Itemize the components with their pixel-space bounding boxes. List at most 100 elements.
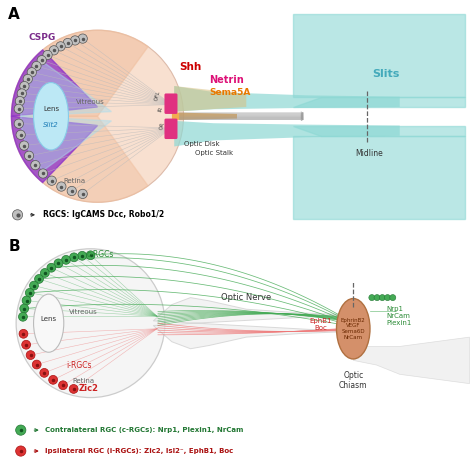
Ellipse shape — [27, 67, 36, 77]
Ellipse shape — [23, 74, 32, 84]
Polygon shape — [11, 30, 148, 116]
Text: IR: IR — [157, 106, 164, 113]
Ellipse shape — [31, 160, 40, 170]
Text: A: A — [8, 7, 20, 22]
Polygon shape — [293, 136, 465, 219]
Text: Optic
Chiasm: Optic Chiasm — [339, 371, 367, 390]
Ellipse shape — [70, 253, 78, 262]
Ellipse shape — [47, 176, 56, 186]
Text: Optic Disk: Optic Disk — [183, 141, 219, 147]
Ellipse shape — [390, 295, 396, 301]
Text: CSPG: CSPG — [28, 33, 55, 42]
Text: Lens: Lens — [43, 106, 59, 112]
Text: Slit2: Slit2 — [43, 122, 59, 127]
Ellipse shape — [34, 294, 64, 352]
Ellipse shape — [22, 340, 30, 349]
Text: B: B — [8, 239, 20, 254]
Polygon shape — [11, 116, 148, 202]
Ellipse shape — [38, 169, 47, 178]
Text: OR: OR — [159, 121, 166, 130]
Ellipse shape — [11, 30, 183, 202]
Polygon shape — [11, 50, 98, 116]
Ellipse shape — [29, 281, 38, 290]
Ellipse shape — [43, 50, 52, 60]
Ellipse shape — [35, 274, 44, 283]
Ellipse shape — [78, 34, 87, 43]
Ellipse shape — [379, 295, 385, 301]
Ellipse shape — [22, 296, 31, 305]
FancyBboxPatch shape — [164, 119, 177, 139]
Ellipse shape — [40, 269, 49, 278]
Ellipse shape — [69, 385, 78, 393]
Ellipse shape — [49, 46, 58, 55]
Text: i-RGCs: i-RGCs — [66, 360, 91, 370]
Ellipse shape — [19, 329, 28, 338]
Text: Lens: Lens — [41, 316, 57, 321]
Ellipse shape — [40, 368, 49, 377]
Text: EphrinB2
VEGF
Sema6D
NrCam: EphrinB2 VEGF Sema6D NrCam — [341, 318, 365, 340]
Ellipse shape — [62, 255, 71, 264]
Text: Zic2: Zic2 — [78, 384, 98, 393]
Ellipse shape — [26, 288, 34, 297]
Polygon shape — [174, 86, 400, 112]
Ellipse shape — [16, 130, 25, 140]
Polygon shape — [293, 126, 465, 136]
Text: Retina: Retina — [73, 379, 95, 384]
Ellipse shape — [18, 312, 27, 321]
Ellipse shape — [17, 89, 27, 98]
Polygon shape — [172, 113, 237, 120]
Text: Midline: Midline — [356, 149, 383, 158]
Polygon shape — [153, 298, 348, 349]
Ellipse shape — [78, 252, 87, 260]
Text: Slits: Slits — [372, 69, 400, 80]
Ellipse shape — [37, 56, 46, 65]
Ellipse shape — [16, 249, 165, 398]
FancyBboxPatch shape — [164, 93, 177, 114]
Text: Nrp1
NrCam
Plexin1: Nrp1 NrCam Plexin1 — [387, 306, 412, 326]
Polygon shape — [353, 337, 470, 384]
Ellipse shape — [47, 263, 56, 272]
Polygon shape — [174, 86, 246, 112]
Ellipse shape — [374, 295, 380, 301]
Text: c-RGCs: c-RGCs — [86, 250, 113, 259]
Ellipse shape — [56, 42, 65, 51]
Polygon shape — [293, 97, 465, 107]
Ellipse shape — [20, 81, 29, 91]
Ellipse shape — [26, 351, 35, 359]
Polygon shape — [174, 121, 400, 146]
Ellipse shape — [59, 381, 67, 390]
Text: EphB1
Boc: EphB1 Boc — [310, 318, 332, 331]
Text: Retina: Retina — [63, 179, 85, 184]
Text: Optic Nerve: Optic Nerve — [221, 293, 272, 302]
Polygon shape — [11, 116, 98, 183]
Ellipse shape — [16, 425, 26, 435]
Polygon shape — [293, 14, 465, 97]
Ellipse shape — [57, 182, 66, 191]
Ellipse shape — [34, 83, 68, 150]
Ellipse shape — [32, 61, 41, 71]
Text: OFL: OFL — [154, 90, 162, 101]
Ellipse shape — [14, 119, 23, 128]
Ellipse shape — [20, 304, 28, 313]
Ellipse shape — [32, 360, 41, 369]
Text: Ipsilateral RGC (i-RGCs): Zic2, IsI2⁻, EphB1, Boc: Ipsilateral RGC (i-RGCs): Zic2, IsI2⁻, E… — [46, 448, 234, 454]
Ellipse shape — [369, 295, 375, 301]
Ellipse shape — [71, 36, 80, 45]
Ellipse shape — [67, 186, 76, 196]
Ellipse shape — [16, 446, 26, 456]
Ellipse shape — [14, 104, 23, 113]
Ellipse shape — [12, 210, 23, 220]
Text: Contralateral RGC (c-RGCs): Nrp1, Plexin1, NrCam: Contralateral RGC (c-RGCs): Nrp1, Plexin… — [46, 427, 244, 433]
Text: Sema5A: Sema5A — [209, 87, 250, 97]
Text: Optic Stalk: Optic Stalk — [195, 151, 233, 156]
Ellipse shape — [86, 251, 95, 259]
Ellipse shape — [337, 299, 370, 359]
Ellipse shape — [24, 151, 34, 160]
Text: Shh: Shh — [179, 62, 201, 73]
Text: RGCS: IgCAMS Dcc, Robo1/2: RGCS: IgCAMS Dcc, Robo1/2 — [43, 210, 164, 219]
Text: Netrin: Netrin — [209, 75, 244, 85]
Polygon shape — [21, 62, 111, 116]
Ellipse shape — [15, 96, 25, 106]
Ellipse shape — [384, 295, 391, 301]
Text: Vitreous: Vitreous — [76, 100, 105, 105]
